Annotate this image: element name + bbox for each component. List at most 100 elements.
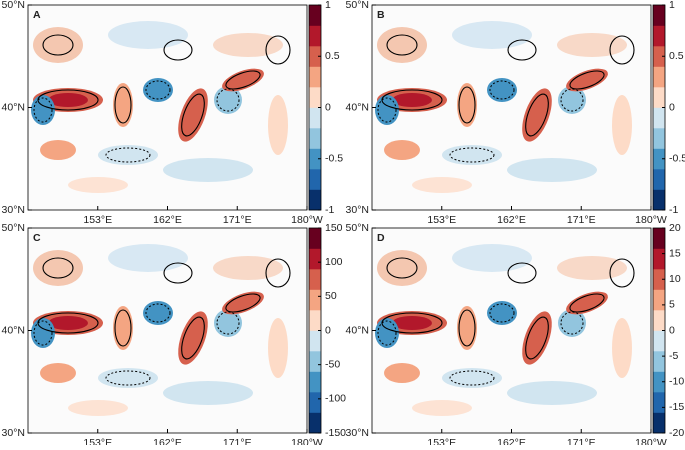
colorbar-band [309,46,321,67]
colorbar-band [653,269,665,290]
y-tick-label: 50°N [2,222,25,234]
colorbar-tick-label: -0.5 [325,153,343,165]
colorbar-tick-label: -1 [325,204,334,216]
colorbar-tick-label: 0 [669,324,675,336]
x-tick-label: 171°E [223,214,252,226]
colorbar-band [309,25,321,47]
y-tick-label: 30°N [346,204,369,216]
colorbar-band [309,330,321,352]
y-tick-label: 40°N [2,101,25,113]
colorbar-band [653,107,665,129]
colorbar-tick-label: 50 [325,290,337,302]
colorbar-band [309,128,321,149]
colorbar-band [653,46,665,67]
colorbar-band [653,189,665,211]
colorbar-band [653,248,665,270]
x-tick-label: 162°E [497,214,526,226]
colorbar-band [653,351,665,372]
y-tick-label: 30°N [2,204,25,216]
x-tick-label: 162°E [497,437,526,445]
colorbar-tick-label: 0.5 [325,50,340,62]
colorbar-tick-label: -15 [669,401,684,413]
y-tick-label: 40°N [2,324,25,336]
colorbar-band [653,87,665,108]
colorbar-tick-label: 15 [669,247,681,259]
colorbar-tick-label: 1 [325,0,331,11]
colorbar-tick-label: -0.5 [669,153,685,165]
colorbar-band [309,87,321,108]
colorbar-tick-label: 150 [325,222,343,234]
colorbar-band [309,310,321,331]
field [28,228,307,433]
colorbar-band [309,289,321,311]
colorbar-tick-label: -20 [669,427,684,439]
colorbar-tick-label: -50 [325,358,340,370]
y-tick-label: 40°N [346,101,369,113]
field [28,5,307,210]
panel-label: D [377,232,385,244]
x-tick-label: 153°E [83,214,112,226]
y-tick-label: 50°N [2,0,25,11]
x-tick-label: 171°E [223,437,252,445]
colorbar-band [653,371,665,393]
colorbar-band [653,392,665,413]
x-tick-label: 180°W [291,437,323,445]
colorbar-tick-label: -1 [669,204,678,216]
x-tick-label: 153°E [83,437,112,445]
x-tick-label: 180°W [291,214,323,226]
colorbar-band [653,148,665,170]
colorbar-band [309,148,321,170]
colorbar-band [309,5,321,26]
colorbar-tick-label: 1 [669,0,675,11]
x-tick-label: 171°E [567,214,596,226]
colorbar-tick-label: -150 [325,427,346,439]
colorbar-band [309,248,321,270]
colorbar-band [309,269,321,290]
colorbar-band [309,351,321,372]
colorbar-band [309,412,321,434]
colorbar-band [653,228,665,249]
x-tick-label: 153°E [427,437,456,445]
y-tick-label: 30°N [2,427,25,439]
colorbar-band [309,169,321,190]
colorbar-band [653,310,665,331]
panel-label: C [33,232,41,244]
x-tick-label: 180°W [635,214,667,226]
colorbar-band [309,371,321,393]
colorbar-band [309,189,321,211]
x-tick-label: 171°E [567,437,596,445]
y-tick-label: 50°N [346,0,369,11]
colorbar-band [653,289,665,311]
colorbar-band [653,5,665,26]
colorbar-band [653,128,665,149]
x-tick-label: 162°E [153,214,182,226]
colorbar-tick-label: 0 [325,324,331,336]
colorbar-tick-label: 20 [669,222,681,234]
x-tick-label: 153°E [427,214,456,226]
field [372,5,651,210]
colorbar-band [653,330,665,352]
colorbar-band [309,66,321,88]
colorbar-band [653,169,665,190]
y-tick-label: 40°N [346,324,369,336]
y-tick-label: 30°N [346,427,369,439]
x-tick-label: 180°W [635,437,667,445]
x-tick-label: 162°E [153,437,182,445]
colorbar-tick-label: 0 [669,101,675,113]
panel-label: A [33,9,41,21]
colorbar-tick-label: 0 [325,101,331,113]
field [372,228,651,433]
colorbar-band [653,66,665,88]
colorbar-band [653,412,665,434]
colorbar-tick-label: 5 [669,299,675,311]
colorbar-band [653,25,665,47]
colorbar-band [309,107,321,129]
panel-label: B [377,9,385,21]
colorbar-tick-label: -10 [669,376,684,388]
colorbar-tick-label: 100 [325,256,343,268]
colorbar-tick-label: -100 [325,393,346,405]
colorbar-tick-label: 10 [669,273,681,285]
y-tick-label: 50°N [346,222,369,234]
colorbar-tick-label: 0.5 [669,50,684,62]
